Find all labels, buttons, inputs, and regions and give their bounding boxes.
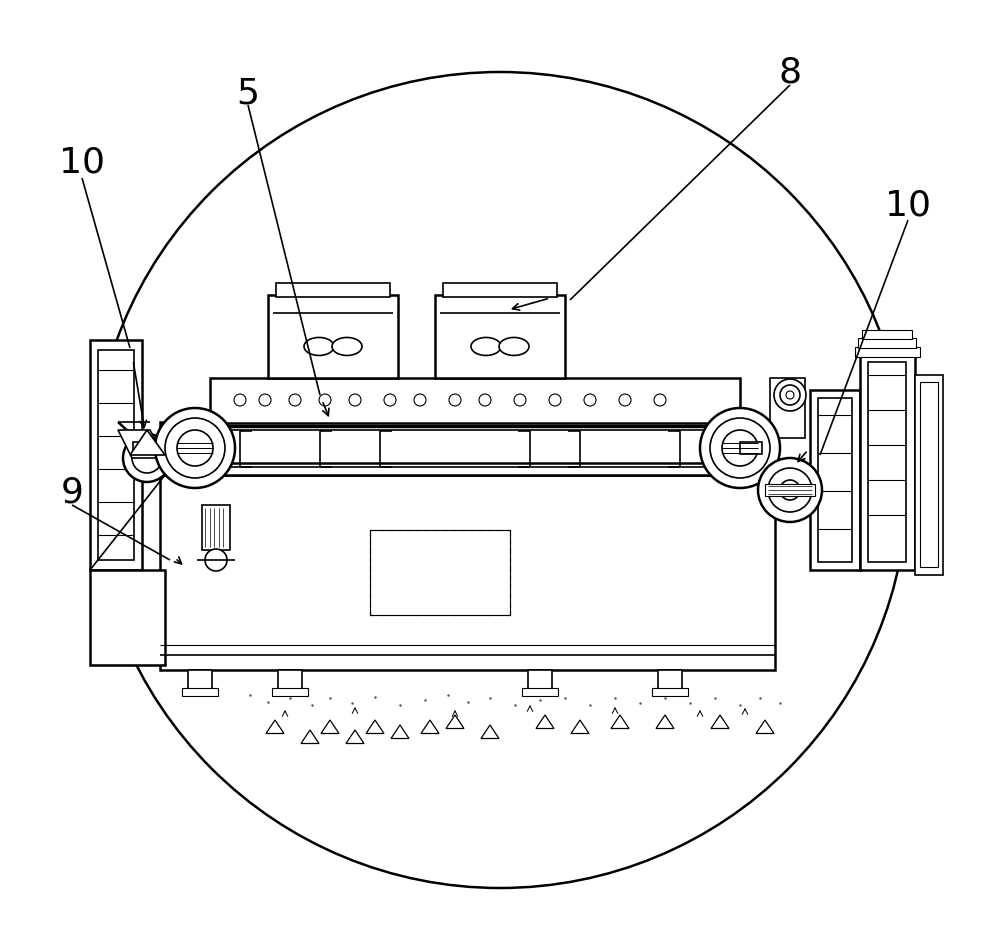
Circle shape [289, 394, 301, 406]
Circle shape [349, 394, 361, 406]
Bar [858, 338, 916, 348]
Bar [133, 442, 155, 454]
Bar [160, 422, 770, 475]
Bar [182, 688, 218, 696]
Bar [765, 484, 815, 496]
Bar [98, 350, 134, 560]
Circle shape [654, 394, 666, 406]
Circle shape [700, 408, 780, 488]
Circle shape [584, 394, 596, 406]
Ellipse shape [471, 338, 501, 356]
Circle shape [710, 418, 770, 478]
Bar [278, 670, 302, 692]
Bar [740, 442, 762, 454]
Bar [818, 398, 852, 562]
Bar [202, 505, 230, 550]
Bar [272, 688, 308, 696]
Text: 9: 9 [61, 475, 83, 509]
Circle shape [514, 394, 526, 406]
Circle shape [234, 394, 246, 406]
Bar [443, 283, 557, 297]
Text: 8: 8 [778, 55, 802, 89]
Circle shape [722, 430, 758, 466]
Circle shape [132, 443, 162, 473]
Bar [435, 295, 565, 378]
Circle shape [414, 394, 426, 406]
Polygon shape [118, 430, 165, 458]
Bar [862, 330, 912, 339]
Bar [920, 382, 938, 567]
Circle shape [384, 394, 396, 406]
Circle shape [786, 391, 794, 399]
Circle shape [155, 408, 235, 488]
Bar [860, 355, 915, 570]
Text: 10: 10 [885, 188, 931, 222]
Bar [770, 378, 805, 438]
Ellipse shape [499, 338, 529, 356]
Bar [855, 347, 920, 357]
Bar [268, 295, 398, 378]
Bar [528, 670, 552, 692]
Bar [188, 670, 212, 692]
Bar [658, 670, 682, 692]
Bar [522, 688, 558, 696]
Bar [160, 475, 775, 670]
Circle shape [549, 394, 561, 406]
Circle shape [123, 434, 171, 482]
Bar [276, 283, 390, 297]
Bar [652, 688, 688, 696]
Circle shape [259, 394, 271, 406]
Circle shape [449, 394, 461, 406]
Bar [210, 378, 740, 423]
Circle shape [165, 418, 225, 478]
Circle shape [774, 379, 806, 411]
Bar [810, 390, 860, 570]
Circle shape [479, 394, 491, 406]
Circle shape [768, 468, 812, 512]
Circle shape [758, 458, 822, 522]
Circle shape [619, 394, 631, 406]
Text: 5: 5 [237, 76, 260, 110]
Circle shape [92, 72, 908, 888]
Circle shape [319, 394, 331, 406]
Polygon shape [130, 430, 165, 455]
Circle shape [205, 549, 227, 571]
Bar [90, 340, 142, 570]
Ellipse shape [332, 338, 362, 356]
Circle shape [177, 430, 213, 466]
Ellipse shape [304, 338, 334, 356]
Bar [868, 362, 906, 562]
Bar [915, 375, 943, 575]
Bar [90, 570, 165, 665]
Text: 10: 10 [59, 145, 105, 179]
Circle shape [780, 480, 800, 500]
Circle shape [780, 385, 800, 405]
Bar [370, 530, 510, 615]
